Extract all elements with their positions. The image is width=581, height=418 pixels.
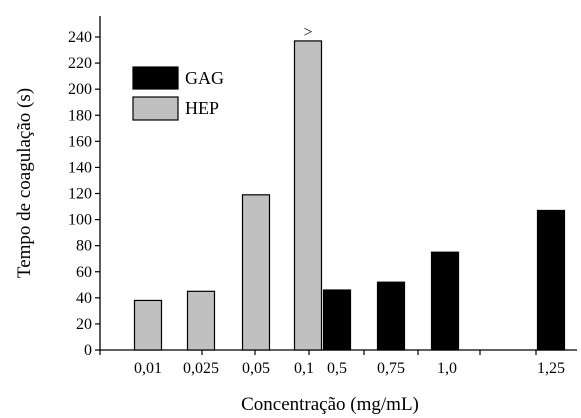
bar-gag-8 (536, 209, 566, 351)
x-tick-label: 0,1 (294, 360, 314, 377)
bar-hep-2 (186, 290, 216, 351)
x-tick-label: 0,5 (327, 360, 347, 377)
bar-gag-6 (376, 281, 406, 351)
y-tick-label: 80 (76, 238, 92, 255)
x-tick-label: 1,0 (437, 360, 457, 377)
y-tick-label: 100 (68, 212, 92, 229)
x-tick-label: 0,75 (377, 360, 405, 377)
x-axis-title: Concentração (mg/mL) (241, 394, 419, 415)
bar-hep-3 (241, 194, 271, 351)
plot-area: 0 20 40 60 80 100 120 140 160 180 200 220 240 0,01 0,0… (68, 16, 577, 377)
bar-annotation: > (303, 24, 312, 41)
y-axis-title: Tempo de coagulação (s) (14, 88, 35, 278)
legend: GAG HEP (132, 66, 224, 121)
x-tick-label: 0,01 (134, 360, 162, 377)
x-tick-label: 1,25 (537, 360, 565, 377)
y-tick-label: 120 (68, 186, 92, 203)
legend-swatch-hep (132, 96, 179, 121)
y-tick-label: 20 (76, 316, 92, 333)
x-tick-label: 0,05 (242, 360, 270, 377)
y-tick-label: 180 (68, 107, 92, 124)
y-tick-label: 160 (68, 133, 92, 150)
legend-label-gag: GAG (185, 68, 224, 88)
legend-swatch-gag (132, 66, 179, 90)
y-tick-label: 0 (84, 342, 92, 359)
bar-gag-7 (430, 251, 460, 351)
y-tick-label: 40 (76, 290, 92, 307)
y-tick-label: 200 (68, 81, 92, 98)
bar-hep-4 (293, 40, 323, 351)
bar-hep-1 (133, 299, 163, 351)
y-tick-label: 140 (68, 159, 92, 176)
bar-gag-5 (322, 289, 352, 351)
x-tick-label: 0,025 (183, 360, 219, 377)
y-tick-label: 240 (68, 29, 92, 46)
legend-label-hep: HEP (185, 98, 219, 118)
y-tick-label: 60 (76, 264, 92, 281)
y-tick-label: 220 (68, 55, 92, 72)
